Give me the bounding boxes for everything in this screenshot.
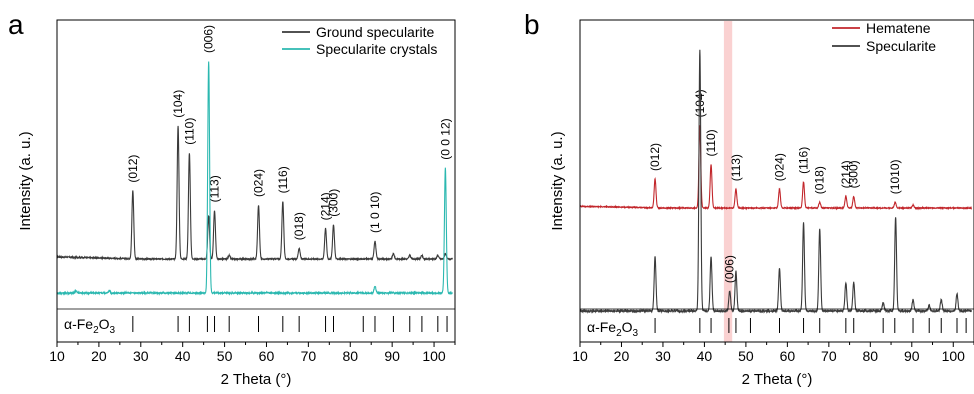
peak-label: (018) xyxy=(292,212,306,240)
x-tick-label: 20 xyxy=(91,348,107,364)
x-tick-label: 10 xyxy=(49,348,65,364)
peak-label: (300) xyxy=(847,160,861,188)
x-tick-label: 40 xyxy=(697,348,713,364)
x-tick-label: 80 xyxy=(863,348,879,364)
peak-label: (006) xyxy=(723,255,737,283)
peak-label: (024) xyxy=(252,169,266,197)
x-tick-label: 20 xyxy=(614,348,630,364)
legend-entry: Hematene xyxy=(866,20,931,36)
x-tick-label: 30 xyxy=(655,348,671,364)
x-tick-label: 50 xyxy=(738,348,754,364)
legend-entry: Ground specularite xyxy=(316,24,435,40)
peak-label: (0 0 12) xyxy=(438,118,452,159)
peak-label: (1 0 10) xyxy=(368,192,382,233)
peak-label: (113) xyxy=(208,175,222,202)
peak-label: (018) xyxy=(813,166,827,194)
peak-label: (024) xyxy=(773,153,787,181)
x-tick-label: 60 xyxy=(259,348,275,364)
reference-label: α-Fe2O3 xyxy=(64,316,116,336)
peak-label: (012) xyxy=(126,155,140,183)
peak-label: (300) xyxy=(327,189,341,217)
x-tick-label: 90 xyxy=(384,348,400,364)
peak-label: (110) xyxy=(704,129,718,156)
x-tick-label: 60 xyxy=(780,348,796,364)
peak-label: (006) xyxy=(202,25,216,53)
x-axis-title: 2 Theta (°) xyxy=(742,371,813,388)
panel-b: (012) (104) (110) (113) (024) (116)(018) (214)… xyxy=(524,9,974,388)
peak-label: (110) xyxy=(182,118,196,145)
peak-label: (1010) xyxy=(888,160,902,195)
peak-label: (214) xyxy=(839,160,853,188)
legend-entry: Specularite xyxy=(866,38,936,54)
peak-label: (214) xyxy=(319,192,333,220)
reference-label: α-Fe2O3 xyxy=(587,319,639,339)
trace-specularite-crystals xyxy=(56,61,453,296)
peak-label: (104) xyxy=(693,89,707,117)
peak-label: (012) xyxy=(648,143,662,171)
x-tick-label: 40 xyxy=(175,348,191,364)
x-tick-label: 80 xyxy=(342,348,358,364)
x-tick-label: 30 xyxy=(133,348,149,364)
x-tick-label: 100 xyxy=(422,348,446,364)
trace-ground-specularite xyxy=(56,125,453,262)
plot-frame xyxy=(56,19,456,343)
x-axis-title: 2 Theta (°) xyxy=(221,371,292,388)
x-tick-label: 90 xyxy=(904,348,920,364)
x-tick-label: 70 xyxy=(821,348,837,364)
trace-specularite xyxy=(579,49,972,314)
trace-hematene xyxy=(579,125,973,211)
panel-letter: b xyxy=(524,9,540,40)
peak-label: (113) xyxy=(729,154,743,181)
y-axis-title: Intensity (a. u.) xyxy=(17,131,34,230)
panel-a: (012) (104)(110) (113) (024) (116) (018) (214)… xyxy=(8,9,456,388)
plot-frame xyxy=(579,19,974,343)
legend-entry: Specularite crystals xyxy=(316,41,437,57)
peak-label: (104) xyxy=(171,90,185,118)
x-tick-label: 50 xyxy=(217,348,233,364)
peak-label: (116) xyxy=(276,166,290,193)
x-tick-label: 100 xyxy=(942,348,966,364)
y-axis-title: Intensity (a. u.) xyxy=(549,131,566,230)
peak-label: (116) xyxy=(797,147,811,174)
x-tick-label: 10 xyxy=(572,348,588,364)
x-tick-label: 70 xyxy=(301,348,317,364)
panel-letter: a xyxy=(8,9,24,40)
highlight-band xyxy=(723,21,733,342)
